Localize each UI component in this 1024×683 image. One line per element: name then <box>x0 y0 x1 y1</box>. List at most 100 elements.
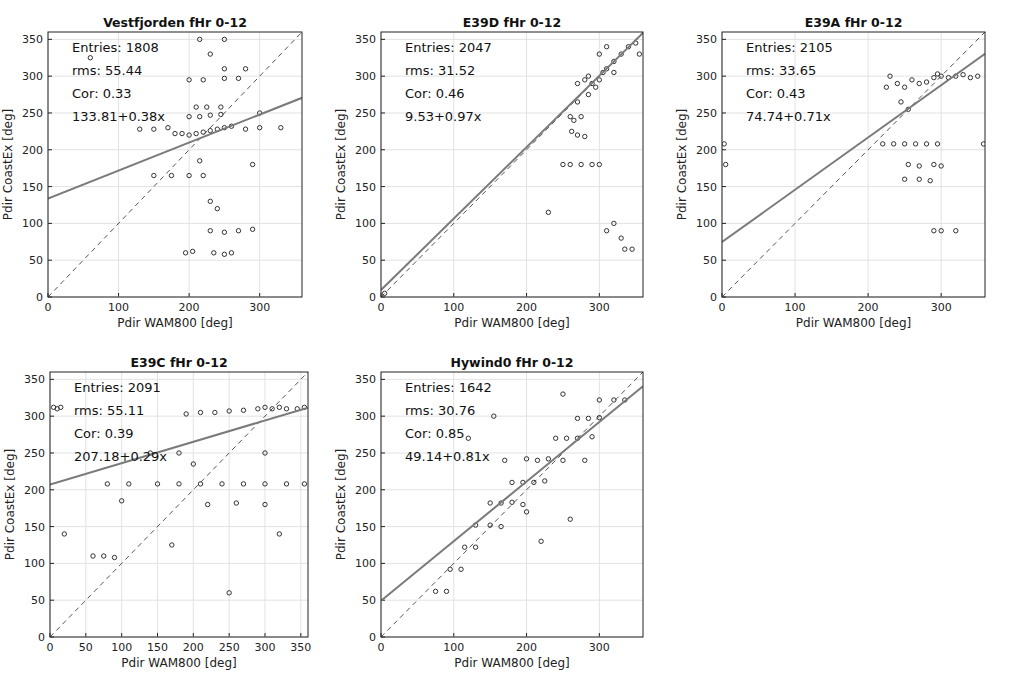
grid-line <box>193 372 194 637</box>
point <box>91 554 95 558</box>
tick-label: 300 <box>249 301 270 314</box>
point <box>917 81 921 85</box>
tick <box>50 526 54 527</box>
annotation: Cor: 0.46 <box>405 86 465 101</box>
point <box>564 436 568 440</box>
grid-line <box>381 223 643 224</box>
annotation: 207.18+0.29x <box>74 449 167 464</box>
tick-label: 200 <box>516 641 537 654</box>
point <box>229 251 233 255</box>
title: Hywind0 fHr 0-12 <box>450 355 573 370</box>
point <box>127 482 131 486</box>
point <box>488 523 492 527</box>
point <box>546 457 550 461</box>
point <box>884 85 888 89</box>
tick <box>722 76 726 77</box>
point <box>284 482 288 486</box>
data-layer <box>381 372 643 637</box>
point <box>250 162 254 166</box>
point <box>723 162 727 166</box>
annotation: Cor: 0.43 <box>746 86 806 101</box>
point <box>184 412 188 416</box>
tick <box>50 489 54 490</box>
point <box>234 501 238 505</box>
tick-label: 50 <box>703 254 717 267</box>
point <box>263 451 267 455</box>
point <box>222 76 226 80</box>
frame <box>50 372 308 637</box>
tick <box>229 633 230 637</box>
point <box>488 501 492 505</box>
tick <box>599 293 600 297</box>
tick <box>722 149 726 150</box>
tick-label: 300 <box>24 410 45 423</box>
tick-label: 0 <box>369 291 376 304</box>
tick <box>381 223 385 224</box>
point <box>932 229 936 233</box>
point <box>888 74 892 78</box>
point <box>448 567 452 571</box>
point <box>190 249 194 253</box>
y-label: Pdir CoastEx [deg] <box>1 109 15 220</box>
tick-label: 150 <box>22 181 43 194</box>
tick-label: 100 <box>443 641 464 654</box>
point <box>197 159 201 163</box>
point <box>906 162 910 166</box>
identity-line <box>381 372 643 637</box>
tick-label: 0 <box>719 301 726 314</box>
tick-label: 0 <box>36 291 43 304</box>
tick-label: 350 <box>22 33 43 46</box>
point <box>939 229 943 233</box>
point <box>568 114 572 118</box>
point <box>561 162 565 166</box>
fit-line <box>50 408 308 485</box>
point <box>277 532 281 536</box>
point <box>187 133 191 137</box>
point <box>180 131 184 135</box>
point <box>215 206 219 210</box>
point <box>59 405 63 409</box>
annotation: rms: 33.65 <box>746 63 816 78</box>
tick <box>722 186 726 187</box>
point <box>575 133 579 137</box>
tick <box>118 293 119 297</box>
tick <box>50 379 54 380</box>
x-label: Pdir WAM800 [deg] <box>796 316 911 330</box>
point <box>227 409 231 413</box>
tick-label: 0 <box>378 301 385 314</box>
identity-line <box>50 372 308 637</box>
tick-label: 200 <box>24 484 45 497</box>
point <box>166 125 170 129</box>
fit-line <box>381 386 643 601</box>
point <box>546 210 550 214</box>
tick <box>48 112 52 113</box>
tick-label: 350 <box>24 373 45 386</box>
tick-label: 200 <box>183 641 204 654</box>
point <box>902 177 906 181</box>
identity-line <box>722 32 985 297</box>
point <box>590 162 594 166</box>
point <box>612 70 616 74</box>
tick-label: 100 <box>22 217 43 230</box>
point <box>177 451 181 455</box>
point <box>583 134 587 138</box>
annotation: 133.81+0.38x <box>72 109 165 124</box>
point <box>569 129 573 133</box>
point <box>579 162 583 166</box>
tick-label: 200 <box>516 301 537 314</box>
point <box>492 414 496 418</box>
point <box>535 458 539 462</box>
tick <box>381 379 385 380</box>
point <box>102 554 106 558</box>
annotation: Entries: 2091 <box>74 380 161 395</box>
point <box>590 435 594 439</box>
data-layer <box>48 32 302 297</box>
point <box>382 291 386 295</box>
point <box>521 502 525 506</box>
point <box>243 127 247 131</box>
point <box>568 517 572 521</box>
point <box>205 502 209 506</box>
tick-label: 50 <box>362 254 376 267</box>
point <box>586 416 590 420</box>
tick <box>193 633 194 637</box>
